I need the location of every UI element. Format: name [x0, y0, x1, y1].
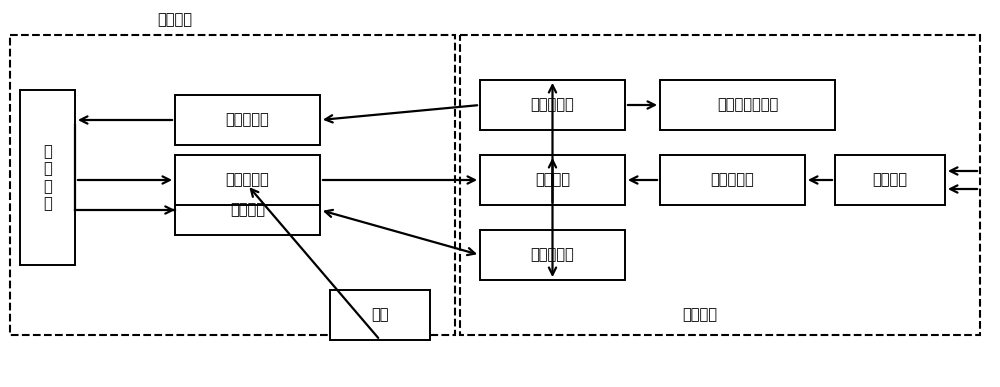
Bar — [480, 80, 625, 130]
Bar — [660, 80, 835, 130]
Text: 电机驱动器: 电机驱动器 — [531, 98, 574, 113]
Text: 微控制器: 微控制器 — [535, 173, 570, 187]
Bar — [175, 185, 320, 235]
Bar — [20, 90, 75, 265]
Bar — [175, 95, 320, 145]
Text: 用户: 用户 — [371, 308, 389, 322]
Text: 成像系统: 成像系统 — [872, 173, 908, 187]
Bar — [330, 290, 430, 340]
Bar — [835, 155, 945, 205]
Text: 主
控
单
元: 主 控 单 元 — [43, 144, 52, 211]
Bar — [10, 35, 455, 335]
Text: 数模转换器: 数模转换器 — [226, 173, 269, 187]
Text: 隔离收发器: 隔离收发器 — [531, 248, 574, 262]
Text: 手持式二维转台: 手持式二维转台 — [717, 98, 778, 113]
Text: 模数转换器: 模数转换器 — [226, 113, 269, 127]
Bar — [480, 155, 625, 205]
Bar — [175, 155, 320, 205]
Bar — [480, 230, 625, 280]
Bar — [460, 35, 980, 335]
Text: 主控模块: 主控模块 — [158, 12, 192, 27]
Bar — [660, 155, 805, 205]
Text: 光电探测器: 光电探测器 — [711, 173, 754, 187]
Text: 通信单元: 通信单元 — [230, 202, 265, 217]
Text: 跟踪模块: 跟踪模块 — [682, 308, 718, 322]
